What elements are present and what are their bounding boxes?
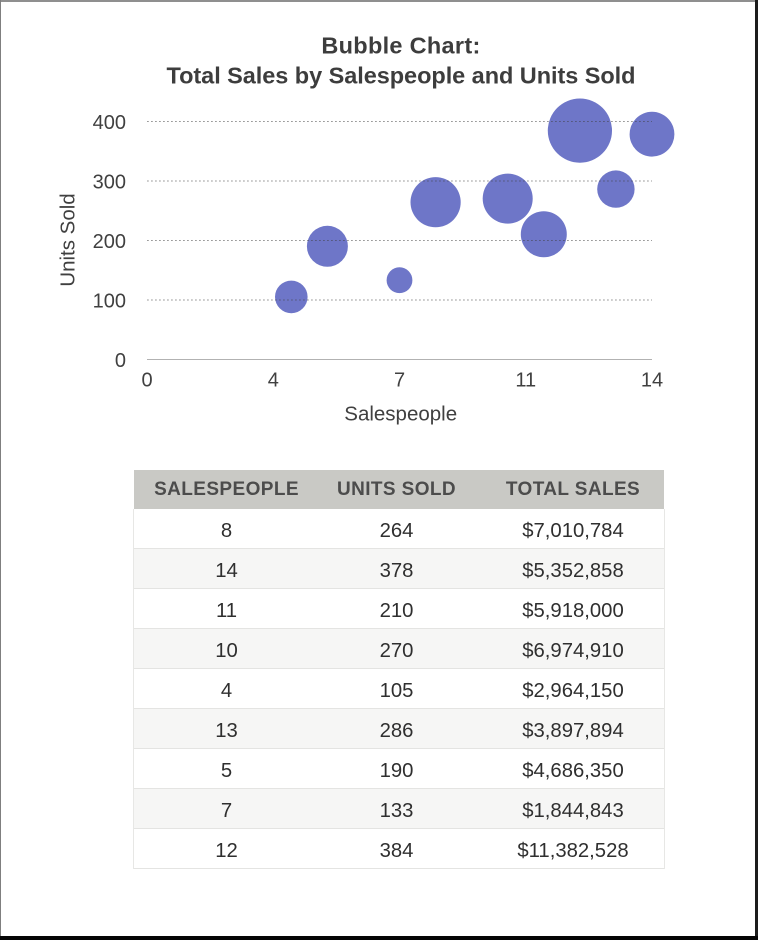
- svg-text:Bubble Chart:: Bubble Chart:: [321, 32, 480, 58]
- svg-text:14: 14: [641, 370, 663, 392]
- svg-text:Total Sales by Salespeople and: Total Sales by Salespeople and Units Sol…: [167, 62, 636, 88]
- svg-text:100: 100: [93, 290, 126, 312]
- svg-text:Salespeople: Salespeople: [344, 403, 457, 426]
- svg-text:200: 200: [93, 231, 126, 253]
- svg-text:400: 400: [93, 112, 126, 134]
- svg-text:300: 300: [93, 171, 126, 193]
- svg-text:4: 4: [268, 370, 279, 392]
- svg-text:7: 7: [394, 370, 405, 392]
- svg-text:0: 0: [141, 370, 152, 392]
- svg-text:0: 0: [115, 350, 126, 372]
- svg-text:11: 11: [515, 370, 536, 392]
- svg-text:Units Sold: Units Sold: [57, 193, 80, 286]
